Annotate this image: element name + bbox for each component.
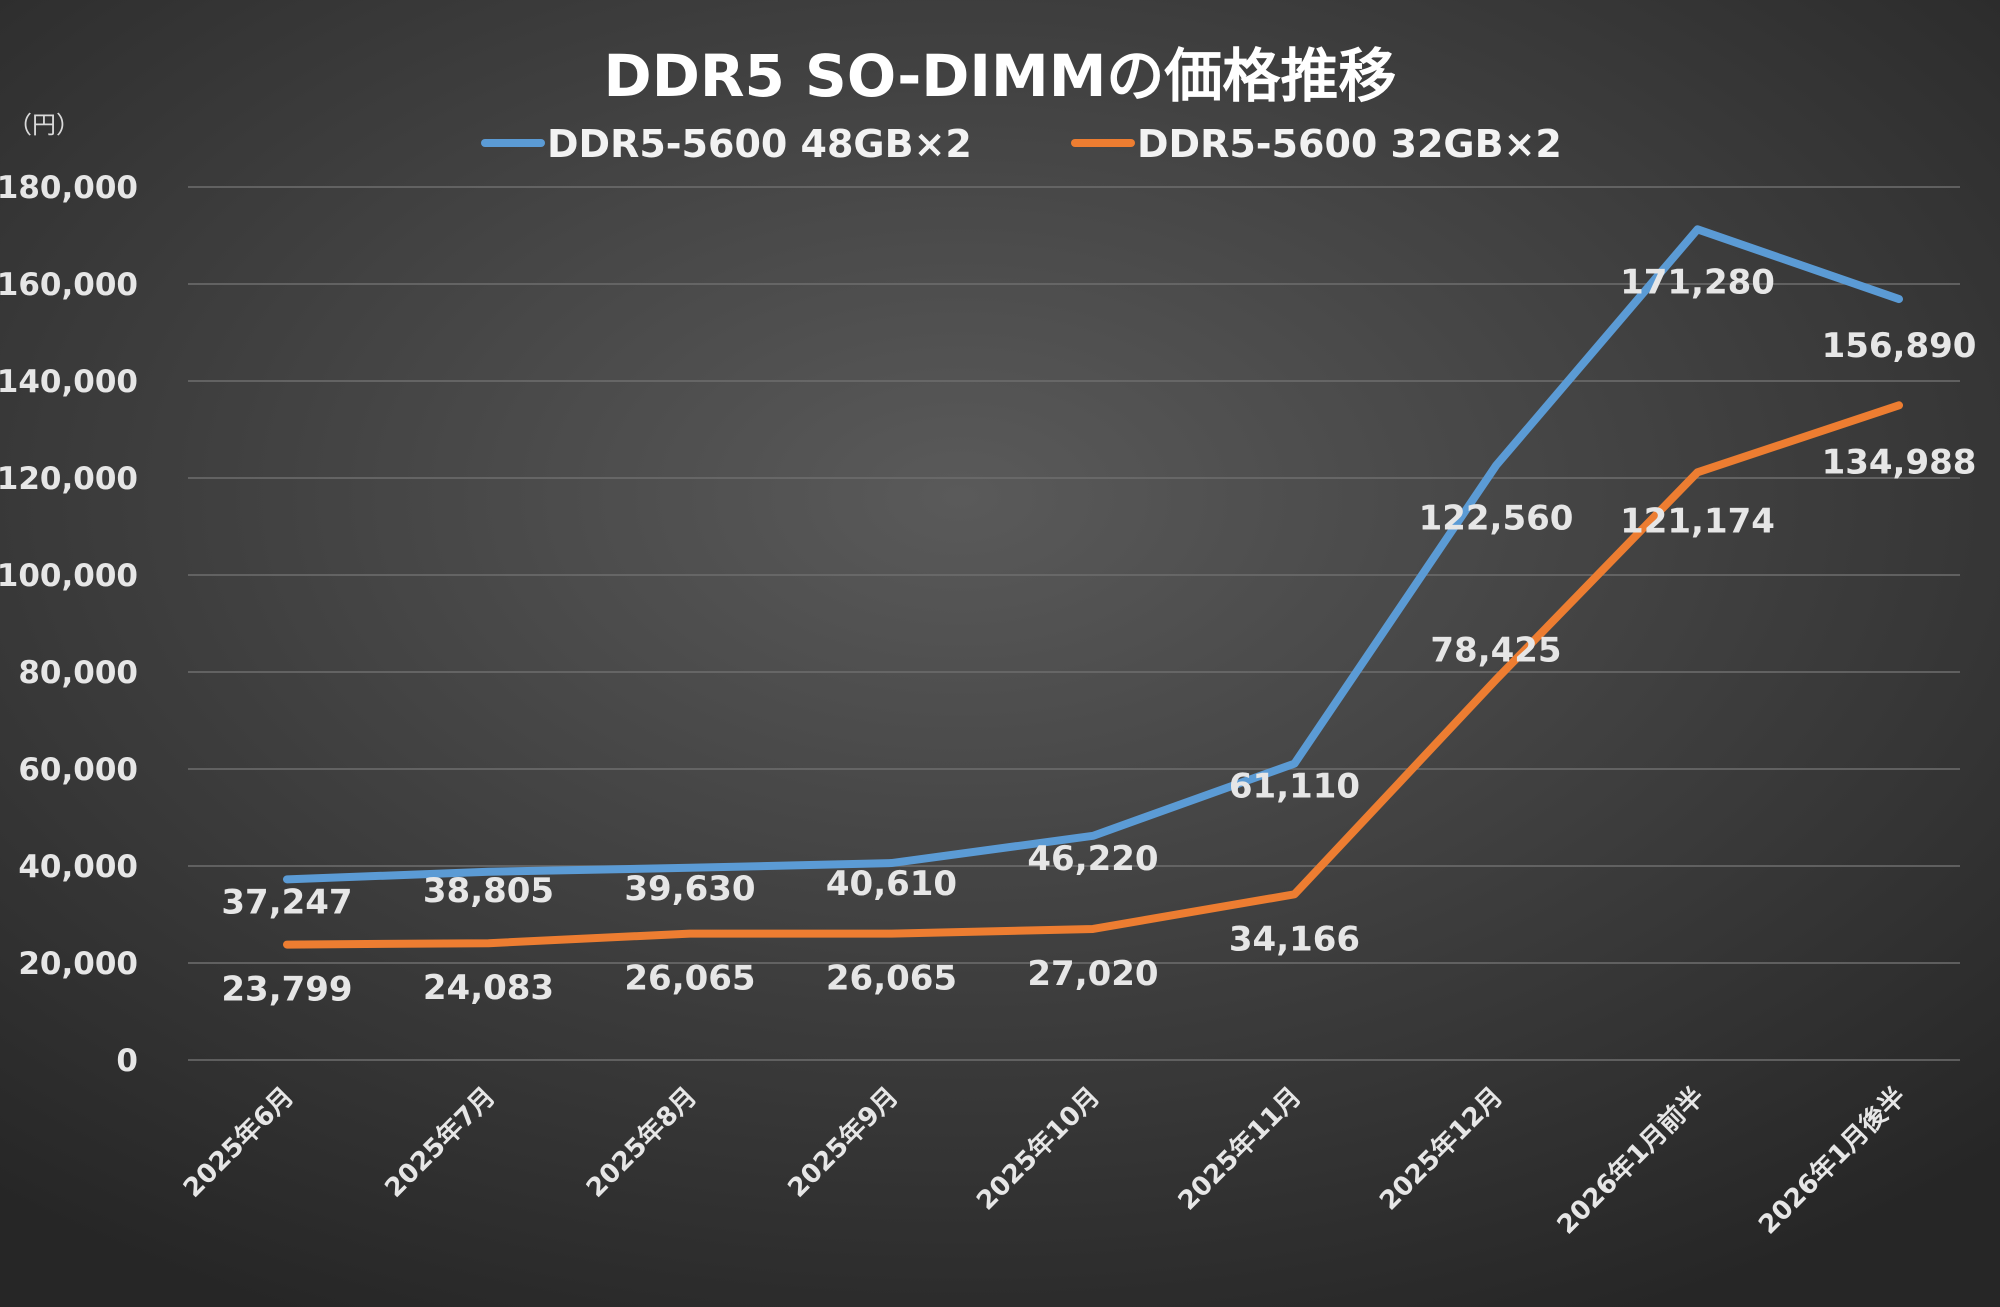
y-tick-label: 80,000	[18, 655, 138, 691]
data-labels: 37,247 38,805 39,630 40,610 46,220 61,110 122,…	[221, 262, 1976, 1009]
y-tick-label: 140,000	[0, 364, 138, 400]
series-lines	[283, 225, 1903, 949]
legend: DDR5-5600 48GB×2 DDR5-5600 32GB×2	[481, 122, 1562, 166]
data-label: 78,425	[1430, 631, 1561, 671]
data-label: 24,083	[423, 968, 554, 1008]
data-label: 171,280	[1620, 262, 1775, 302]
x-axis-ticks: 2025年6月 2025年7月 2025年8月 2025年9月 2025年10月 2025…	[177, 1081, 1912, 1240]
x-tick-label: 2025年6月	[177, 1081, 300, 1204]
data-label: 122,560	[1419, 499, 1574, 539]
series-line-1	[283, 225, 1903, 884]
data-label: 26,065	[826, 959, 957, 999]
data-label: 38,805	[423, 871, 554, 911]
data-label: 46,220	[1027, 839, 1158, 879]
data-label: 23,799	[221, 970, 352, 1010]
x-tick-label: 2025年11月	[1172, 1081, 1307, 1216]
y-tick-label: 40,000	[18, 849, 138, 885]
y-axis-unit: （円）	[8, 111, 80, 139]
legend-label: DDR5-5600 48GB×2	[547, 122, 972, 166]
data-label: 39,630	[624, 869, 755, 909]
y-tick-label: 20,000	[18, 946, 138, 982]
data-label: 27,020	[1027, 954, 1158, 994]
y-axis-ticks: 0 20,000 40,000 60,000 80,000 100,000 120,000 1…	[0, 170, 138, 1079]
data-label: 61,110	[1229, 767, 1360, 807]
y-tick-label: 60,000	[18, 752, 138, 788]
y-tick-label: 120,000	[0, 461, 138, 497]
y-tick-label: 100,000	[0, 558, 138, 594]
y-tick-label: 180,000	[0, 170, 138, 206]
data-label: 40,610	[826, 864, 957, 904]
chart-title: DDR5 SO-DIMMの価格推移	[604, 42, 1397, 110]
x-tick-label: 2025年10月	[971, 1081, 1106, 1216]
data-label: 26,065	[624, 959, 755, 999]
x-tick-label: 2025年12月	[1374, 1081, 1509, 1216]
series-line-2	[283, 401, 1903, 949]
data-label: 156,890	[1822, 326, 1977, 366]
data-label: 34,166	[1229, 919, 1360, 959]
x-tick-label: 2025年9月	[782, 1081, 905, 1204]
legend-label: DDR5-5600 32GB×2	[1137, 122, 1562, 166]
data-label: 134,988	[1822, 442, 1977, 482]
data-label: 121,174	[1620, 501, 1775, 541]
gridlines	[188, 186, 1960, 1061]
data-label: 37,247	[221, 882, 352, 922]
y-tick-label: 0	[116, 1043, 138, 1079]
y-tick-label: 160,000	[0, 267, 138, 303]
x-tick-label: 2025年7月	[379, 1081, 502, 1204]
x-tick-label: 2026年1月後半	[1753, 1081, 1912, 1240]
x-tick-label: 2025年8月	[580, 1081, 703, 1204]
x-tick-label: 2026年1月前半	[1551, 1081, 1710, 1240]
